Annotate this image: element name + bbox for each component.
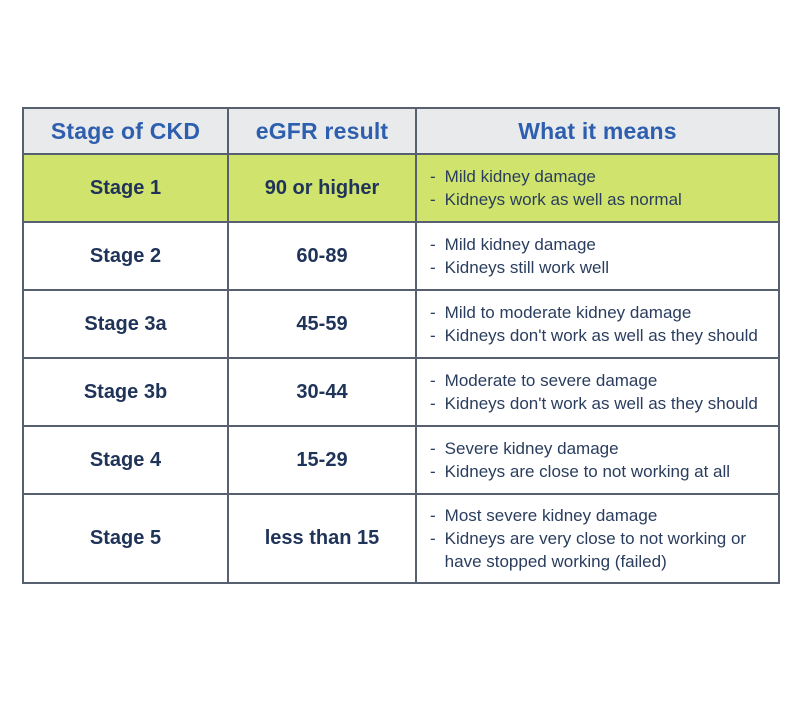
meaning-item: - Kidneys are close to not working at all: [430, 460, 768, 483]
meaning-text: Kidneys don't work as well as they shoul…: [444, 394, 758, 413]
table-row: Stage 1 90 or higher - Mild kidney damage - K…: [22, 153, 780, 223]
table-row: Stage 4 15-29- Severe kidney damage - Kidney…: [22, 425, 780, 495]
stage-cell: Stage 3b: [22, 357, 229, 427]
meaning-item: - Kidneys don't work as well as they shou…: [430, 324, 768, 347]
bullet-dash-icon: -: [430, 258, 436, 277]
meaning-text: Mild to moderate kidney damage: [444, 303, 692, 322]
meaning-text: Kidneys work as well as normal: [444, 190, 682, 209]
bullet-dash-icon: -: [430, 326, 436, 345]
header-egfr-result: eGFR result: [227, 107, 417, 155]
meaning-item: - Severe kidney damage: [430, 437, 768, 460]
meaning-text: Severe kidney damage: [444, 439, 619, 458]
egfr-cell: 60-89: [227, 221, 417, 291]
meaning-item: - Moderate to severe damage: [430, 369, 768, 392]
meaning-text: Kidneys are very close to not working or…: [444, 529, 747, 571]
bullet-dash-icon: -: [430, 462, 436, 481]
meaning-cell: - Mild kidney damage - Kidneys work as well…: [415, 153, 780, 223]
bullet-dash-icon: -: [430, 394, 436, 413]
stage-cell: Stage 5: [22, 493, 229, 584]
meaning-item: - Mild to moderate kidney damage: [430, 301, 768, 324]
bullet-dash-icon: -: [430, 506, 436, 525]
meaning-cell: - Mild kidney damage - Kidneys still work w…: [415, 221, 780, 291]
table-body: Stage 1 90 or higher - Mild kidney damage - K…: [22, 153, 780, 584]
stage-cell: Stage 2: [22, 221, 229, 291]
table-row: Stage 3b 30-44- Moderate to severe damage -…: [22, 357, 780, 427]
stage-cell: Stage 1: [22, 153, 229, 223]
header-stage-of-ckd: Stage of CKD: [22, 107, 229, 155]
table-row: Stage 3a 45-59- Mild to moderate kidney da…: [22, 289, 780, 359]
meaning-item: - Kidneys are very close to not working o…: [430, 527, 768, 573]
meaning-text: Moderate to severe damage: [444, 371, 658, 390]
bullet-dash-icon: -: [430, 190, 436, 209]
table-header: Stage of CKD eGFR result What it means: [22, 107, 780, 155]
stage-cell: Stage 4: [22, 425, 229, 495]
table-row: Stage 5 less than 15- Most severe kidney d…: [22, 493, 780, 584]
table-row: Stage 2 60-89- Mild kidney damage - Kidneys …: [22, 221, 780, 291]
egfr-cell: 15-29: [227, 425, 417, 495]
meaning-text: Kidneys still work well: [444, 258, 610, 277]
meaning-cell: - Most severe kidney damage - Kidneys are v…: [415, 493, 780, 584]
meaning-item: - Kidneys work as well as normal: [430, 188, 768, 211]
egfr-cell: 45-59: [227, 289, 417, 359]
meaning-text: Most severe kidney damage: [444, 506, 658, 525]
meaning-cell: - Severe kidney damage - Kidneys are close …: [415, 425, 780, 495]
bullet-dash-icon: -: [430, 529, 436, 548]
egfr-cell: 30-44: [227, 357, 417, 427]
ckd-stage-table: Stage of CKD eGFR result What it means S…: [22, 107, 780, 584]
meaning-item: - Most severe kidney damage: [430, 504, 768, 527]
bullet-dash-icon: -: [430, 439, 436, 458]
meaning-cell: - Moderate to severe damage - Kidneys don't…: [415, 357, 780, 427]
meaning-item: - Mild kidney damage: [430, 165, 768, 188]
bullet-dash-icon: -: [430, 235, 436, 254]
egfr-cell: less than 15: [227, 493, 417, 584]
meaning-text: Kidneys are close to not working at all: [444, 462, 731, 481]
bullet-dash-icon: -: [430, 303, 436, 322]
header-row: Stage of CKD eGFR result What it means: [22, 107, 780, 155]
meaning-item: - Kidneys still work well: [430, 256, 768, 279]
meaning-text: Mild kidney damage: [444, 167, 596, 186]
meaning-text: Kidneys don't work as well as they shoul…: [444, 326, 758, 345]
meaning-item: - Kidneys don't work as well as they shou…: [430, 392, 768, 415]
meaning-item: - Mild kidney damage: [430, 233, 768, 256]
stage-cell: Stage 3a: [22, 289, 229, 359]
bullet-dash-icon: -: [430, 167, 436, 186]
meaning-text: Mild kidney damage: [444, 235, 596, 254]
ckd-stage-table-wrap: Stage of CKD eGFR result What it means S…: [22, 107, 780, 584]
egfr-cell: 90 or higher: [227, 153, 417, 223]
header-what-it-means: What it means: [415, 107, 780, 155]
meaning-cell: - Mild to moderate kidney damage - Kidneys …: [415, 289, 780, 359]
bullet-dash-icon: -: [430, 371, 436, 390]
